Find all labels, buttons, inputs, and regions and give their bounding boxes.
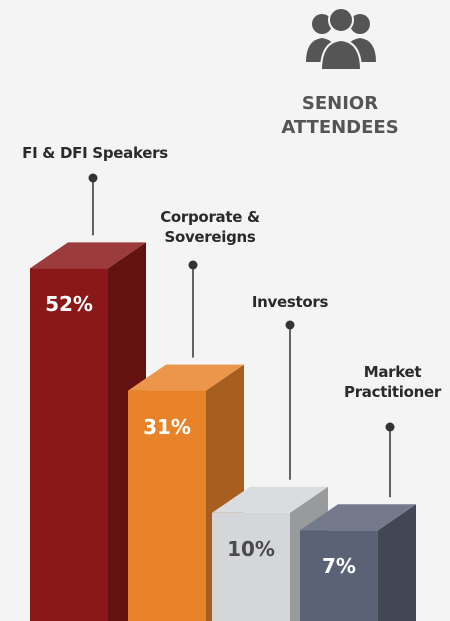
category-label: FI & DFI Speakers xyxy=(22,144,168,162)
bar-top xyxy=(300,504,416,531)
value-label: 7% xyxy=(322,554,356,579)
bar xyxy=(212,512,290,621)
pointer-dot xyxy=(385,422,395,432)
pointer-dot xyxy=(88,173,98,183)
bar-top xyxy=(128,364,244,391)
bar xyxy=(30,268,108,621)
chart-title: SENIOR ATTENDEES xyxy=(281,93,399,138)
pointer-dot xyxy=(285,320,295,330)
pointer-dot xyxy=(188,260,198,270)
category-label: Corporate & Sovereigns xyxy=(160,208,260,246)
category-label: Market Practitioner xyxy=(344,363,441,401)
category-label: Investors xyxy=(251,293,329,311)
bar-side xyxy=(378,504,416,621)
value-label: 52% xyxy=(45,292,93,317)
people-icon xyxy=(306,7,376,71)
bar xyxy=(300,530,378,621)
bar xyxy=(128,390,206,621)
bar-top xyxy=(212,486,328,513)
value-label: 31% xyxy=(143,414,191,439)
value-label: 10% xyxy=(227,536,275,561)
bar-top xyxy=(30,242,146,269)
